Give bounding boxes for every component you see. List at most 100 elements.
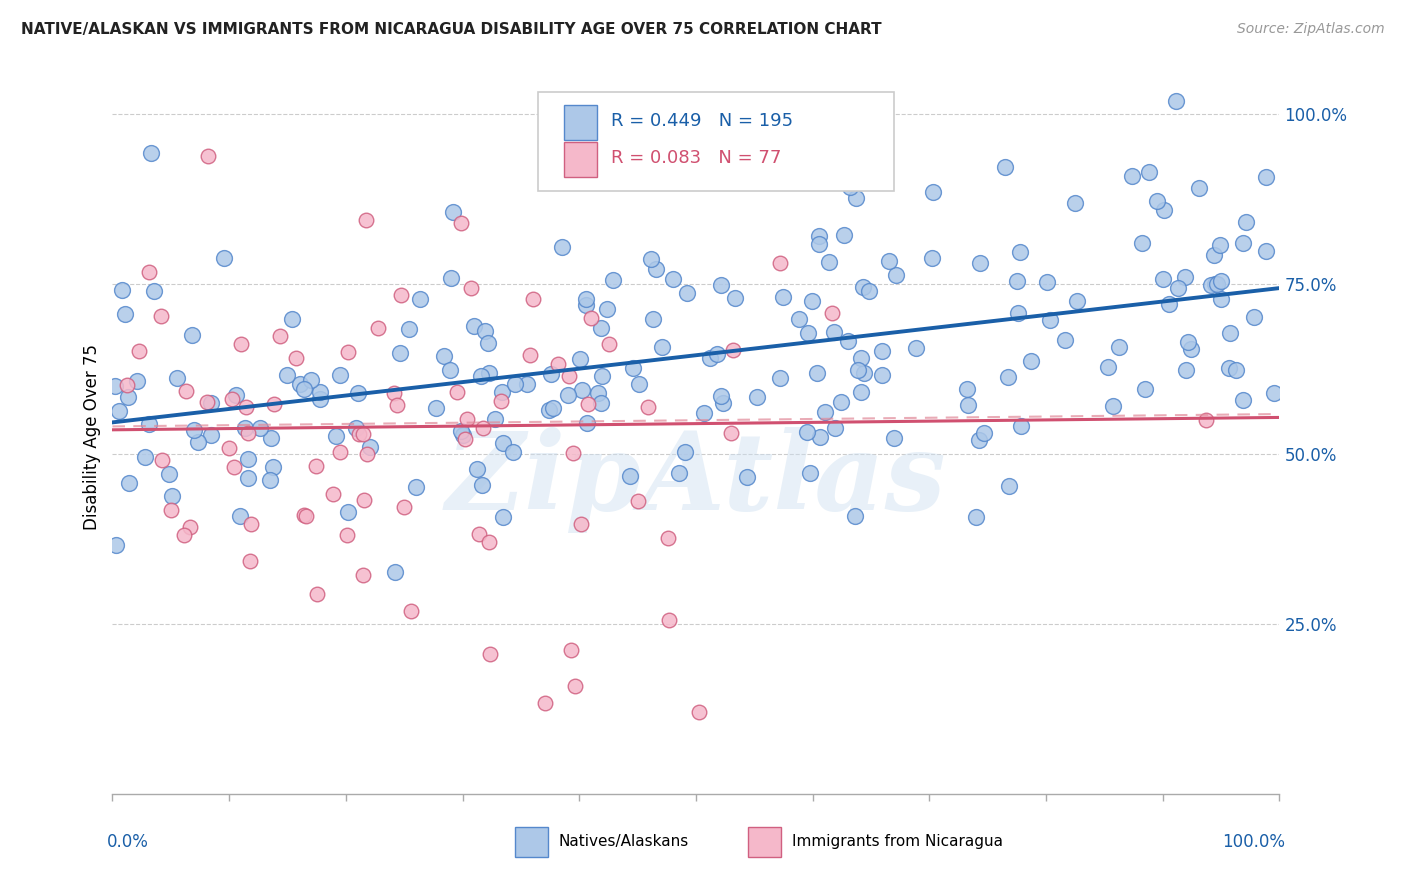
Point <box>1005 274 1028 288</box>
Point <box>236 471 259 485</box>
Point <box>845 191 868 205</box>
Point <box>884 268 907 283</box>
Point <box>441 205 464 219</box>
Point <box>1232 236 1254 251</box>
Point <box>451 427 474 442</box>
Point <box>389 345 412 359</box>
Point <box>440 271 463 285</box>
Point <box>200 395 222 409</box>
Point <box>114 307 136 321</box>
Text: NATIVE/ALASKAN VS IMMIGRANTS FROM NICARAGUA DISABILITY AGE OVER 75 CORRELATION C: NATIVE/ALASKAN VS IMMIGRANTS FROM NICARA… <box>21 22 882 37</box>
Point <box>537 402 560 417</box>
Point <box>569 517 592 532</box>
Point <box>724 291 747 305</box>
Point <box>679 168 702 182</box>
Text: R = 0.449   N = 195: R = 0.449 N = 195 <box>610 112 793 130</box>
Point <box>769 256 792 270</box>
Point <box>849 351 872 365</box>
Point <box>519 348 541 362</box>
Point <box>347 386 370 401</box>
Point <box>134 450 156 464</box>
Point <box>541 401 564 415</box>
Point <box>1121 169 1143 183</box>
Point <box>1254 244 1277 258</box>
Bar <box>748 827 782 856</box>
Point <box>562 445 585 459</box>
Point <box>329 368 352 383</box>
Point <box>673 444 696 458</box>
Point <box>160 503 183 517</box>
Point <box>295 508 318 523</box>
Point <box>294 382 316 396</box>
Point <box>433 349 456 363</box>
Point <box>883 431 905 445</box>
Point <box>711 396 734 410</box>
Point <box>870 368 893 382</box>
Text: Immigrants from Nicaragua: Immigrants from Nicaragua <box>792 834 1002 849</box>
Point <box>1152 272 1174 286</box>
Point <box>299 373 322 387</box>
Point <box>474 324 496 338</box>
Point <box>997 369 1019 384</box>
Point <box>180 328 202 343</box>
Point <box>839 180 862 194</box>
Point <box>692 406 714 420</box>
Point <box>956 398 979 412</box>
Point <box>398 321 420 335</box>
Point <box>1225 363 1247 377</box>
Point <box>491 385 513 400</box>
Point <box>470 368 492 383</box>
Point <box>353 492 375 507</box>
Point <box>699 351 721 366</box>
Point <box>179 520 201 534</box>
Point <box>1146 194 1168 209</box>
Point <box>150 452 173 467</box>
Point <box>852 366 875 380</box>
Point <box>598 337 620 351</box>
Point <box>174 384 197 398</box>
Point <box>571 384 593 398</box>
Point <box>557 388 579 402</box>
Point <box>173 528 195 542</box>
Point <box>336 344 359 359</box>
FancyBboxPatch shape <box>538 93 894 191</box>
Point <box>808 229 831 244</box>
Point <box>308 392 330 407</box>
Point <box>1201 277 1223 292</box>
Point <box>307 587 329 601</box>
Point <box>998 479 1021 493</box>
Point <box>492 436 515 450</box>
Point <box>141 146 163 161</box>
Point <box>1153 202 1175 217</box>
Point <box>676 285 699 300</box>
Point <box>425 401 447 415</box>
Point <box>1180 342 1202 356</box>
Point <box>1132 235 1154 250</box>
Point <box>1010 419 1032 434</box>
Text: 0.0%: 0.0% <box>107 833 149 851</box>
Point <box>1039 313 1062 327</box>
Point <box>200 428 222 442</box>
Point <box>160 489 183 503</box>
Point <box>263 397 285 411</box>
Point <box>578 397 600 411</box>
Point <box>465 462 488 476</box>
Point <box>229 336 252 351</box>
Point <box>111 283 134 297</box>
Point <box>830 395 852 409</box>
Point <box>382 386 405 401</box>
Point <box>591 369 613 384</box>
Point <box>661 272 683 286</box>
Point <box>967 433 990 447</box>
Y-axis label: Disability Age Over 75: Disability Age Over 75 <box>83 344 101 530</box>
Point <box>281 311 304 326</box>
Point <box>832 228 855 243</box>
Point <box>735 470 758 484</box>
Point <box>503 377 526 392</box>
Point <box>905 342 928 356</box>
Text: Natives/Alaskans: Natives/Alaskans <box>558 834 689 849</box>
Point <box>187 435 209 450</box>
Point <box>1066 293 1088 308</box>
Point <box>117 390 139 404</box>
Point <box>356 447 378 461</box>
